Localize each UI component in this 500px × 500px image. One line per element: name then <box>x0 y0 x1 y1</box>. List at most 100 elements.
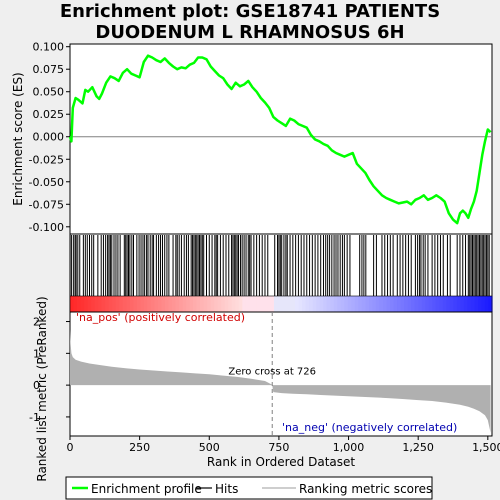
rank-color-cell <box>313 296 317 312</box>
es-ytick-label: 0.100 <box>33 41 65 54</box>
metric-xtick-label: 250 <box>129 441 150 454</box>
rank-color-cell <box>119 296 123 312</box>
rank-color-cell <box>260 296 264 312</box>
rank-color-cell <box>299 296 303 312</box>
rank-color-cell <box>372 296 376 312</box>
rank-color-cell <box>369 296 373 312</box>
rank-color-cell <box>74 296 78 312</box>
rank-color-cell <box>228 296 232 312</box>
metric-xtick-label: 1,000 <box>333 441 365 454</box>
rank-color-cell <box>330 296 334 312</box>
legend: Enrichment profile Hits Ranking metric sco… <box>66 477 432 499</box>
rank-color-cell <box>116 296 120 312</box>
metric-panel: Zero cross at 726 'na_pos' (positively co… <box>29 296 500 481</box>
rank-color-cell <box>337 296 341 312</box>
rank-color-cell <box>109 296 113 312</box>
rank-color-cell <box>144 296 148 312</box>
negative-label: 'na_neg' (negatively correlated) <box>282 421 457 434</box>
rank-color-cell <box>436 296 440 312</box>
rank-color-cell <box>140 296 144 312</box>
es-ytick-label: 0.050 <box>33 86 65 99</box>
rank-color-cell <box>302 296 306 312</box>
rank-color-cell <box>235 296 239 312</box>
rank-color-cell <box>288 296 292 312</box>
rank-color-cell <box>446 296 450 312</box>
rank-color-cell <box>471 296 475 312</box>
rank-color-cell <box>460 296 464 312</box>
rank-color-cell <box>277 296 281 312</box>
metric-xtick-label: 1,250 <box>402 441 434 454</box>
rank-color-cell <box>91 296 95 312</box>
rank-color-cell <box>137 296 141 312</box>
rank-color-cell <box>334 296 338 312</box>
rank-color-cell <box>316 296 320 312</box>
legend-label-profile: Enrichment profile <box>91 482 202 496</box>
rank-color-cell <box>411 296 415 312</box>
rank-color-cell <box>70 296 74 312</box>
rank-color-cell <box>450 296 454 312</box>
rank-color-cell <box>453 296 457 312</box>
metric-xtick-label: 750 <box>268 441 289 454</box>
rank-color-cell <box>457 296 461 312</box>
rank-color-cell <box>348 296 352 312</box>
rank-color-cell <box>320 296 324 312</box>
rank-color-cell <box>126 296 130 312</box>
es-panel: 0.100 0.075 0.050 0.025 0.000 -0.025 -0.050 -0.… <box>11 41 492 234</box>
rank-color-cell <box>292 296 296 312</box>
rank-color-cell <box>193 296 197 312</box>
rank-color-cell <box>415 296 419 312</box>
rank-color-cell <box>207 296 211 312</box>
rank-color-cell <box>246 296 250 312</box>
metric-ylabel: Ranked list metric (PreRanked) <box>35 296 49 481</box>
rank-color-cell <box>105 296 109 312</box>
metric-xtick-label: 0 <box>67 441 74 454</box>
rank-color-cell <box>263 296 267 312</box>
rank-color-cell <box>270 296 274 312</box>
rank-color-cell <box>204 296 208 312</box>
rank-color-cell <box>214 296 218 312</box>
es-ytick-label: 0.000 <box>33 131 65 144</box>
es-ytick-label: -0.025 <box>29 153 64 166</box>
rank-color-cell <box>355 296 359 312</box>
es-ytick-label: -0.050 <box>29 176 64 189</box>
rank-color-cell <box>327 296 331 312</box>
rank-color-cell <box>383 296 387 312</box>
metric-xlabel: Rank in Ordered Dataset <box>207 455 355 469</box>
rank-color-cell <box>390 296 394 312</box>
rank-color-cell <box>485 296 489 312</box>
rank-color-cell <box>183 296 187 312</box>
es-ylabel: Enrichment score (ES) <box>11 72 25 205</box>
legend-label-hits: Hits <box>215 482 238 496</box>
rank-color-cell <box>176 296 180 312</box>
rank-color-cell <box>418 296 422 312</box>
positive-label: 'na_pos' (positively correlated) <box>76 311 245 324</box>
rank-color-cell <box>98 296 102 312</box>
rank-color-cell <box>425 296 429 312</box>
rank-color-cell <box>351 296 355 312</box>
rank-color-cell <box>376 296 380 312</box>
rank-color-cell <box>232 296 236 312</box>
rank-color-cell <box>432 296 436 312</box>
rank-color-cell <box>394 296 398 312</box>
legend-label-metric: Ranking metric scores <box>299 482 432 496</box>
rank-color-cell <box>474 296 478 312</box>
rank-color-cell <box>186 296 190 312</box>
rank-color-cell <box>365 296 369 312</box>
rank-color-cell <box>281 296 285 312</box>
rank-color-cell <box>84 296 88 312</box>
rank-color-cell <box>151 296 155 312</box>
rank-color-cell <box>242 296 246 312</box>
es-ytick-label: 0.075 <box>33 63 65 76</box>
rank-color-cell <box>443 296 447 312</box>
rank-color-cell <box>344 296 348 312</box>
rank-color-cell <box>285 296 289 312</box>
rank-color-cell <box>77 296 81 312</box>
rank-color-cell <box>379 296 383 312</box>
rank-color-cell <box>197 296 201 312</box>
rank-color-cell <box>211 296 215 312</box>
rank-color-cell <box>439 296 443 312</box>
rank-color-cell <box>274 296 278 312</box>
es-plot-area <box>70 44 492 234</box>
rank-color-cell <box>387 296 391 312</box>
